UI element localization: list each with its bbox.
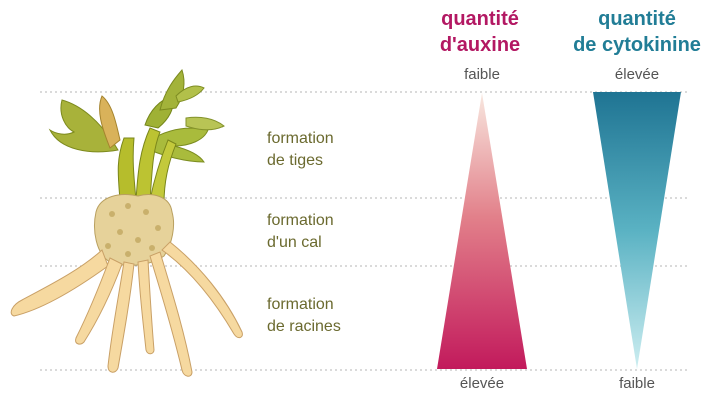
stage-label-stems: formation de tiges [267,128,334,172]
stage-label-roots: formation de racines [267,294,341,338]
cytokinin-header-line2: de cytokinine [573,34,701,56]
stage-label-line2: de racines [267,318,341,335]
stage-label-line1: formation [267,130,334,147]
auxin-bottom-level: élevée [459,375,505,392]
stage-label-line2: d'un cal [267,234,322,251]
cytokinin-header: quantité de cytokinine [562,6,712,58]
plant-icon [10,69,243,377]
auxin-top-level: faible [464,66,500,83]
auxin-header-line1: quantité [441,8,519,30]
auxin-gradient-triangle [437,93,527,369]
stage-label-line2: de tiges [267,152,324,169]
stage-label-line1: formation [267,212,334,229]
cytokinin-bottom-level: faible [619,375,655,392]
auxin-header: quantité d'auxine [400,6,560,58]
cytokinin-gradient-triangle [593,92,681,369]
cytokinin-top-level: élevée [614,66,660,83]
stage-label-line1: formation [267,296,334,313]
cytokinin-header-line1: quantité [598,8,676,30]
auxin-header-line2: d'auxine [439,34,521,56]
stage-label-callus: formation d'un cal [267,210,334,254]
